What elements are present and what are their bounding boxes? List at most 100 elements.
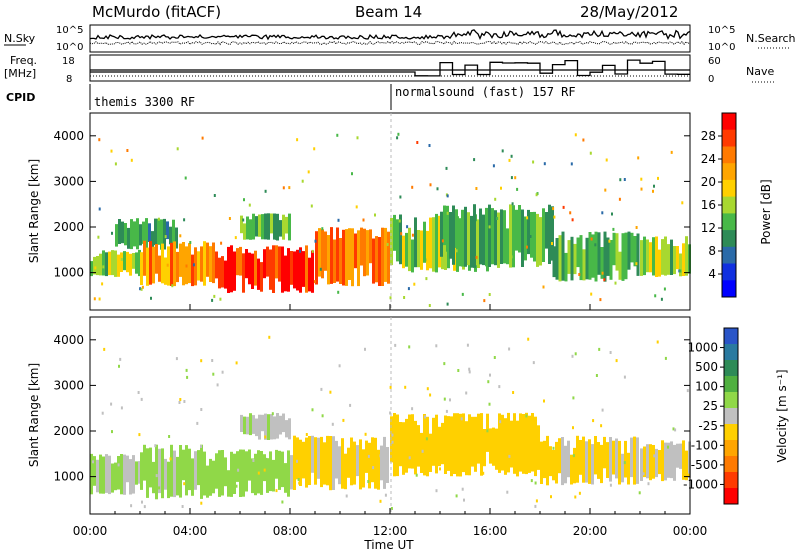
echo-speckle (220, 241, 223, 245)
echo-cell (474, 416, 477, 472)
y-tick-label: 3000 (53, 378, 84, 392)
echo-speckle (656, 340, 659, 344)
echo-cell (498, 413, 501, 473)
echo-speckle (394, 343, 397, 347)
echo-speckle (137, 391, 140, 394)
echo-speckle (424, 258, 427, 262)
nsky-label: N.Sky (4, 32, 36, 45)
echo-cell (242, 253, 245, 293)
echo-cell (405, 418, 408, 473)
power-y-axis: 1000 2000 3000 4000 (53, 129, 690, 280)
echo-speckle (499, 420, 502, 424)
echo-cell (336, 227, 339, 282)
echo-speckle (652, 189, 654, 193)
echo-speckle (670, 150, 673, 154)
echo-speckle (516, 187, 519, 191)
echo-cell (509, 204, 512, 268)
echo-speckle (428, 304, 431, 307)
echo-cell (126, 455, 129, 483)
echo-cell (209, 246, 212, 282)
echo-speckle (664, 356, 667, 360)
echo-cell (215, 251, 218, 279)
echo-cell (212, 460, 215, 494)
echo-speckle (642, 472, 645, 476)
echo-cell (545, 212, 548, 249)
echo-speckle (398, 219, 401, 223)
echo-cell (200, 246, 203, 282)
echo-speckle (425, 277, 428, 281)
y-tick-label: 4000 (53, 333, 84, 347)
echo-speckle (572, 396, 575, 400)
echo-speckle (535, 193, 538, 197)
echo-speckle (611, 212, 613, 216)
echo-cell (275, 245, 278, 279)
echo-speckle (408, 345, 411, 349)
echo-speckle (446, 211, 449, 215)
echo-cell (90, 261, 93, 277)
echo-cell (281, 246, 284, 293)
echo-cell (108, 455, 111, 495)
velocity-colorbar-title: Velocity [m s⁻¹] (775, 369, 789, 462)
echo-speckle (120, 406, 123, 410)
echo-cell (570, 236, 574, 281)
echo-speckle (201, 136, 204, 140)
echo-speckle (486, 429, 489, 433)
echo-speckle (514, 176, 517, 180)
echo-speckle (200, 501, 203, 505)
echo-cell (540, 441, 543, 484)
echo-speckle (463, 498, 465, 502)
echo-cell (488, 204, 491, 267)
power-colorbar-swatch (722, 179, 736, 198)
echo-speckle (510, 176, 513, 180)
echo-cell (513, 413, 516, 474)
echo-cell (534, 416, 537, 477)
echo-speckle (460, 417, 463, 421)
echo-cell (230, 245, 233, 293)
echo-cell (682, 243, 685, 276)
power-colorbar-swatch (722, 196, 736, 214)
echo-speckle (475, 187, 478, 190)
echo-cell (429, 433, 432, 472)
echo-cell (673, 246, 676, 275)
echo-speckle (654, 294, 657, 298)
echo-speckle (313, 280, 316, 284)
echo-speckle (421, 449, 424, 453)
echo-cell (251, 458, 254, 494)
echo-speckle (638, 491, 641, 495)
echo-cell (539, 217, 542, 266)
echo-cell (525, 412, 528, 475)
echo-cell (239, 246, 242, 276)
echo-cell (302, 441, 305, 479)
velocity-colorbar-swatch (724, 328, 738, 345)
echo-cell (140, 252, 143, 285)
echo-cell (278, 246, 281, 282)
echo-speckle (525, 414, 528, 418)
echo-cell (354, 233, 357, 269)
echo-cell (285, 216, 288, 234)
echo-cell (290, 251, 293, 285)
echo-cell (264, 213, 267, 240)
echo-speckle (640, 177, 643, 181)
echo-speckle (552, 446, 555, 450)
echo-speckle (213, 294, 216, 298)
echo-cell (151, 231, 154, 250)
echo-speckle (338, 364, 341, 368)
echo-speckle (114, 162, 117, 166)
power-ylabel: Slant Range [km] (27, 159, 41, 263)
echo-speckle (355, 205, 358, 209)
echo-cell (345, 229, 348, 286)
echo-speckle (337, 290, 340, 294)
echo-cell (111, 463, 114, 493)
echo-speckle (441, 239, 444, 243)
echo-cell (299, 247, 302, 293)
echo-cell (132, 253, 135, 269)
echo-cell (359, 439, 362, 490)
echo-speckle (111, 430, 113, 434)
echo-speckle (468, 370, 471, 374)
echo-cell (240, 414, 243, 432)
echo-speckle (411, 185, 414, 189)
echo-speckle (118, 364, 120, 368)
velocity-colorbar-swatch (724, 424, 738, 441)
echo-cell (456, 413, 459, 477)
power-colorbar-swatch (722, 163, 736, 181)
